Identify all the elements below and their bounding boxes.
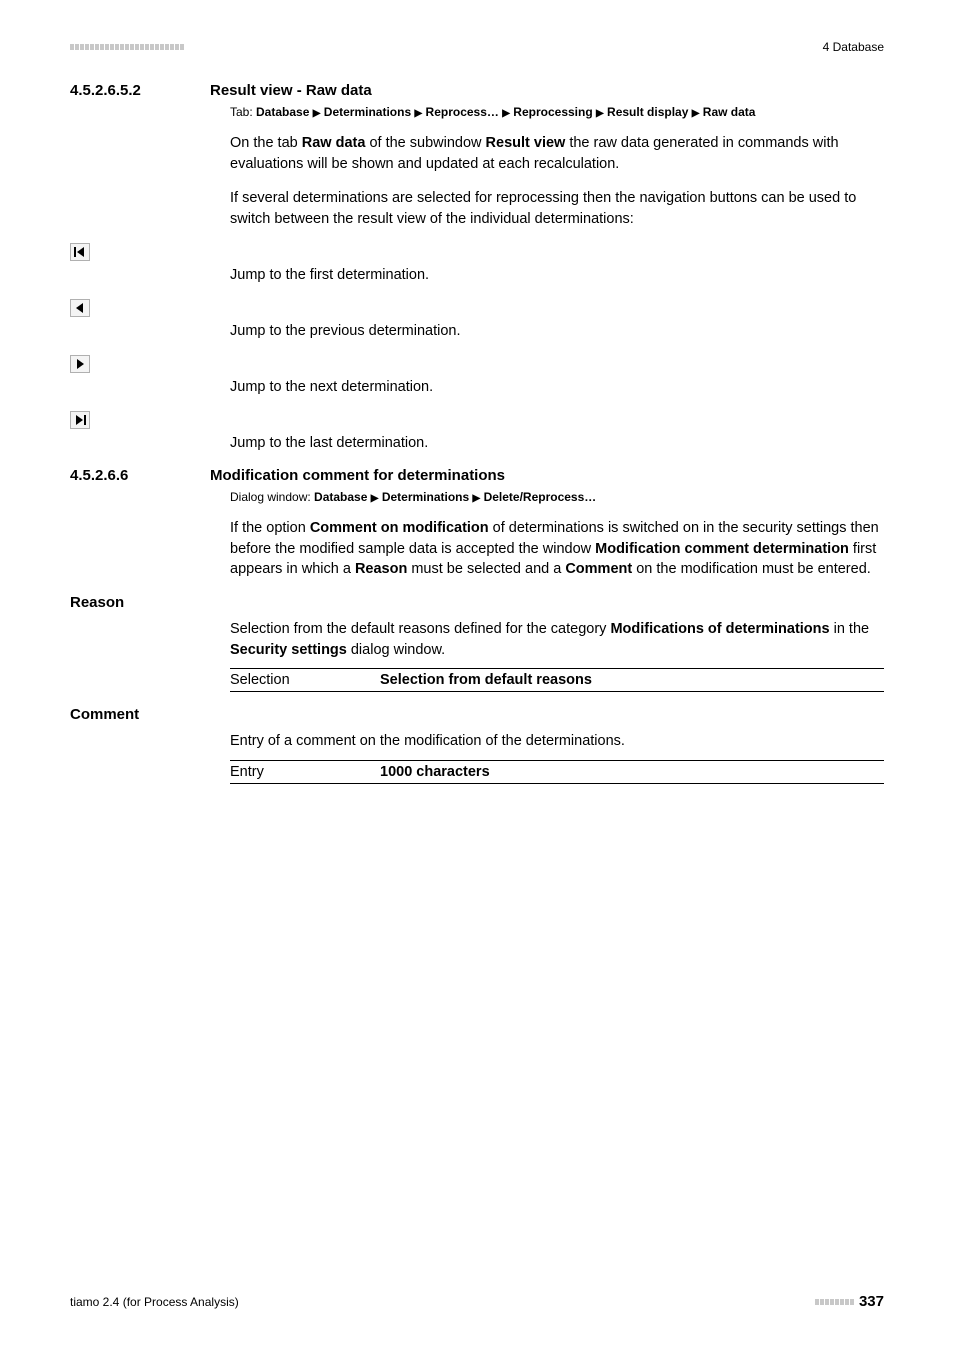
nav-next-icon[interactable] <box>70 355 90 373</box>
nav-next-row <box>70 355 884 375</box>
reason-label: Reason <box>70 594 884 611</box>
term-result-view: Result view <box>486 135 566 151</box>
reason-description: Selection from the default reasons defin… <box>130 619 884 660</box>
section-number: 4.5.2.6.5.2 <box>70 82 210 99</box>
text: on the modification must be entered. <box>632 561 871 577</box>
text: Selection from the default reasons defin… <box>230 621 610 637</box>
section-title: Modification comment for determinations <box>210 467 505 484</box>
paragraph: If several determinations are selected f… <box>130 188 884 229</box>
text: in the <box>830 621 870 637</box>
reason-spec-key: Selection <box>230 672 380 688</box>
header-ornament <box>70 44 184 50</box>
page-number: 337 <box>859 1293 884 1310</box>
comment-spec-key: Entry <box>230 764 380 780</box>
nav-first-row <box>70 243 884 263</box>
tab-breadcrumb: Tab: Database ▶ Determinations ▶ Reproce… <box>130 105 884 119</box>
term: Security settings <box>230 642 347 658</box>
dialog-path: Database ▶ Determinations ▶ Delete/Repro… <box>314 490 596 504</box>
product-name: tiamo 2.4 (for Process Analysis) <box>70 1295 239 1309</box>
term: Comment on modification <box>310 520 489 536</box>
paragraph: If the option Comment on modification of… <box>130 518 884 580</box>
page-content: 4.5.2.6.5.2 Result view - Raw data Tab: … <box>70 82 884 784</box>
nav-prev-row <box>70 299 884 319</box>
comment-spec: Entry 1000 characters <box>130 760 884 784</box>
section-heading: 4.5.2.6.5.2 Result view - Raw data <box>130 82 884 99</box>
page-header: 4 Database <box>70 40 884 54</box>
paragraph: On the tab Raw data of the subwindow Res… <box>130 133 884 174</box>
nav-first-icon[interactable] <box>70 243 90 261</box>
reason-spec-value: Selection from default reasons <box>380 672 592 688</box>
text: must be selected and a <box>407 561 565 577</box>
tab-path: Database ▶ Determinations ▶ Reprocess… ▶… <box>256 105 755 119</box>
text: dialog window. <box>347 642 445 658</box>
section-title: Result view - Raw data <box>210 82 372 99</box>
nav-first-label: Jump to the first determination. <box>130 267 884 283</box>
tab-prefix: Tab: <box>230 105 256 119</box>
nav-prev-icon[interactable] <box>70 299 90 317</box>
reason-spec: Selection Selection from default reasons <box>130 668 884 692</box>
term: Comment <box>565 561 632 577</box>
section-number: 4.5.2.6.6 <box>70 467 210 484</box>
chapter-label: 4 Database <box>823 40 884 54</box>
term: Modification comment determination <box>595 541 849 557</box>
term-raw-data: Raw data <box>302 135 366 151</box>
dialog-prefix: Dialog window: <box>230 490 314 504</box>
footer-ornament: 337 <box>815 1293 884 1310</box>
dialog-breadcrumb: Dialog window: Database ▶ Determinations… <box>130 490 884 504</box>
nav-prev-label: Jump to the previous determination. <box>130 323 884 339</box>
comment-spec-value: 1000 characters <box>380 764 490 780</box>
text: of the subwindow <box>365 135 485 151</box>
nav-next-label: Jump to the next determination. <box>130 379 884 395</box>
text: If the option <box>230 520 310 536</box>
text: On the tab <box>230 135 302 151</box>
term: Reason <box>355 561 407 577</box>
page-footer: tiamo 2.4 (for Process Analysis) 337 <box>70 1293 884 1310</box>
nav-last-row <box>70 411 884 431</box>
nav-last-icon[interactable] <box>70 411 90 429</box>
term: Modifications of determinations <box>610 621 829 637</box>
nav-last-label: Jump to the last determination. <box>130 435 884 451</box>
comment-label: Comment <box>70 706 884 723</box>
comment-description: Entry of a comment on the modification o… <box>130 731 884 752</box>
section-heading: 4.5.2.6.6 Modification comment for deter… <box>130 467 884 484</box>
